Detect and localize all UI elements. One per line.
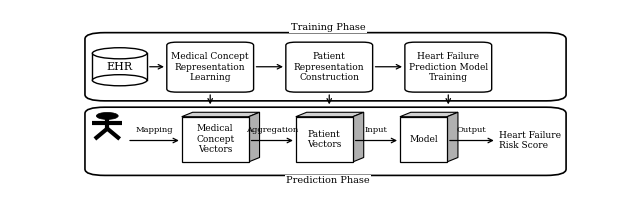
Bar xyxy=(296,117,353,162)
Polygon shape xyxy=(248,112,260,162)
Polygon shape xyxy=(447,112,458,162)
Text: Patient
Vectors: Patient Vectors xyxy=(307,130,342,149)
FancyBboxPatch shape xyxy=(405,42,492,92)
Text: Heart Failure
Risk Score: Heart Failure Risk Score xyxy=(499,131,561,150)
FancyBboxPatch shape xyxy=(286,42,372,92)
Polygon shape xyxy=(296,112,364,117)
Text: Medical Concept
Representation
Learning: Medical Concept Representation Learning xyxy=(172,52,249,82)
Polygon shape xyxy=(182,112,260,117)
Text: Output: Output xyxy=(457,126,486,134)
Polygon shape xyxy=(353,112,364,162)
Text: Heart Failure
Prediction Model
Training: Heart Failure Prediction Model Training xyxy=(409,52,488,82)
FancyBboxPatch shape xyxy=(85,33,566,101)
Ellipse shape xyxy=(92,75,147,86)
Circle shape xyxy=(97,112,118,119)
Text: EHR: EHR xyxy=(107,62,132,72)
Text: Training Phase: Training Phase xyxy=(291,23,365,32)
Ellipse shape xyxy=(92,48,147,59)
Text: Prediction Phase: Prediction Phase xyxy=(286,176,370,185)
Bar xyxy=(92,53,147,80)
FancyBboxPatch shape xyxy=(167,42,253,92)
Polygon shape xyxy=(400,112,458,117)
Text: Model: Model xyxy=(409,135,438,144)
Text: Mapping: Mapping xyxy=(136,126,173,134)
Bar xyxy=(400,117,447,162)
Text: Medical
Concept
Vectors: Medical Concept Vectors xyxy=(196,124,234,154)
Text: Input: Input xyxy=(365,126,388,134)
Text: Aggregation: Aggregation xyxy=(246,126,298,134)
FancyBboxPatch shape xyxy=(85,107,566,176)
Text: Patient
Representation
Construction: Patient Representation Construction xyxy=(294,52,365,82)
Bar xyxy=(182,117,248,162)
